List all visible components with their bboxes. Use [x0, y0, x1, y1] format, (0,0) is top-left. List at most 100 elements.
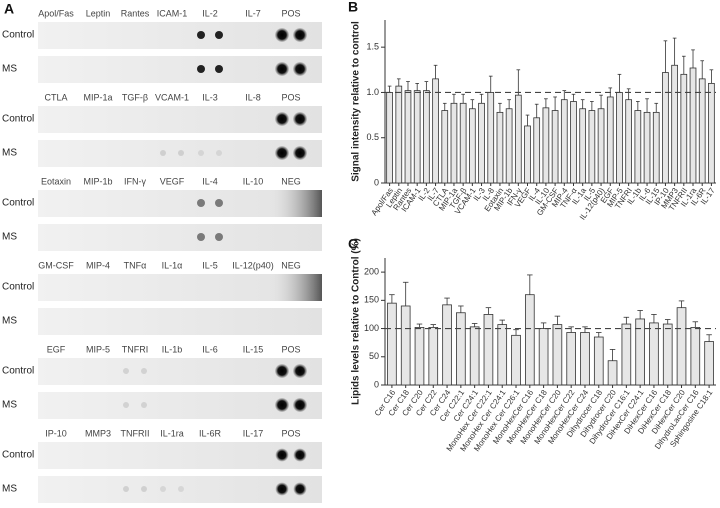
- bar: [514, 94, 522, 184]
- row-label: Control: [2, 30, 34, 41]
- error-bar: [471, 323, 478, 327]
- error-bar: [513, 329, 519, 336]
- blot-spot: [275, 482, 289, 496]
- analyte-label: POS: [281, 428, 300, 438]
- blot-spot: [275, 146, 289, 160]
- bar: [649, 322, 659, 386]
- blot-spot: [293, 364, 307, 378]
- y-tick-label: 100: [364, 323, 379, 333]
- bar: [689, 67, 697, 184]
- bar: [450, 102, 458, 184]
- blot-spot: [197, 233, 205, 241]
- blot-spot: [275, 62, 289, 76]
- bar: [671, 64, 678, 184]
- bar: [652, 111, 660, 184]
- blot-strip: [38, 224, 322, 251]
- error-bar: [599, 94, 603, 109]
- blot-strip: [38, 358, 322, 385]
- bar: [607, 360, 618, 386]
- bar: [497, 324, 508, 386]
- error-bar: [691, 49, 695, 68]
- error-bar: [617, 73, 622, 93]
- blot-spot: [160, 486, 166, 492]
- blot-spot: [275, 28, 289, 42]
- bar: [400, 305, 411, 386]
- analyte-label: IL-2: [202, 8, 218, 18]
- analyte-label: NEG: [281, 176, 301, 186]
- analyte-label: IL-1b: [162, 344, 183, 354]
- y-tick-label: 1.5: [366, 42, 379, 52]
- error-bar: [568, 326, 574, 333]
- bar: [524, 125, 531, 184]
- analyte-label: ICAM-1: [157, 8, 188, 18]
- bar: [441, 110, 449, 184]
- bar: [387, 302, 397, 386]
- error-bar: [430, 324, 437, 328]
- bar: [432, 78, 439, 184]
- bar: [414, 327, 425, 386]
- blot-spot: [293, 112, 307, 126]
- error-bar: [424, 81, 429, 91]
- analyte-label: IL-4: [202, 176, 218, 186]
- error-bar: [664, 319, 671, 325]
- panel-label: B: [348, 0, 358, 15]
- analyte-label: IL-1α: [162, 260, 183, 270]
- bar: [643, 111, 651, 184]
- analyte-label: IL-8: [245, 92, 261, 102]
- bar: [597, 108, 605, 184]
- blot-spot: [293, 28, 307, 42]
- bar: [662, 323, 673, 386]
- bar: [478, 102, 485, 184]
- y-tick-label: 150: [364, 295, 379, 305]
- analyte-label: IL-6R: [199, 428, 222, 438]
- error-bar: [554, 315, 561, 325]
- analyte-label: IL-15: [243, 344, 264, 354]
- analyte-label: NEG: [281, 260, 301, 270]
- blot-spot: [215, 31, 223, 39]
- blot-spot: [197, 199, 205, 207]
- row-label: Control: [2, 450, 34, 461]
- error-bar: [527, 274, 533, 295]
- bar: [580, 332, 590, 386]
- blot-spot: [215, 199, 223, 207]
- blot-spot: [197, 31, 205, 39]
- row-label: MS: [2, 400, 17, 411]
- bar: [552, 324, 563, 386]
- bar: [469, 108, 476, 184]
- error-bar: [389, 294, 395, 304]
- analyte-label: POS: [281, 8, 300, 18]
- error-bar: [461, 93, 465, 104]
- bar: [579, 108, 587, 184]
- bar: [456, 312, 466, 386]
- bar: [704, 341, 714, 386]
- bar: [570, 101, 577, 184]
- bar: [496, 111, 504, 184]
- blot-strip: [38, 106, 322, 133]
- blot-spot: [216, 150, 222, 156]
- bar: [404, 90, 412, 184]
- analyte-label: IP-10: [45, 428, 67, 438]
- error-bar: [553, 96, 557, 111]
- error-bar: [637, 310, 643, 319]
- bar: [662, 72, 669, 184]
- row-label: Control: [2, 114, 34, 125]
- error-bar: [709, 69, 714, 84]
- analyte-label: IL-7: [245, 8, 261, 18]
- analyte-label: IL-17: [243, 428, 264, 438]
- bar: [423, 90, 430, 184]
- error-bar: [452, 93, 456, 104]
- analyte-label: IL-3: [202, 92, 218, 102]
- error-bar: [678, 300, 685, 308]
- blot-spot: [123, 402, 129, 408]
- error-bar: [645, 98, 649, 113]
- error-bar: [609, 349, 616, 361]
- analyte-label: CTLA: [44, 92, 67, 102]
- analyte-label: IL-10: [243, 176, 264, 186]
- error-bar: [498, 102, 502, 113]
- error-bar: [582, 326, 588, 333]
- analyte-label: GM-CSF: [38, 260, 74, 270]
- bar: [533, 117, 541, 184]
- bar: [680, 73, 688, 184]
- bar: [395, 85, 403, 184]
